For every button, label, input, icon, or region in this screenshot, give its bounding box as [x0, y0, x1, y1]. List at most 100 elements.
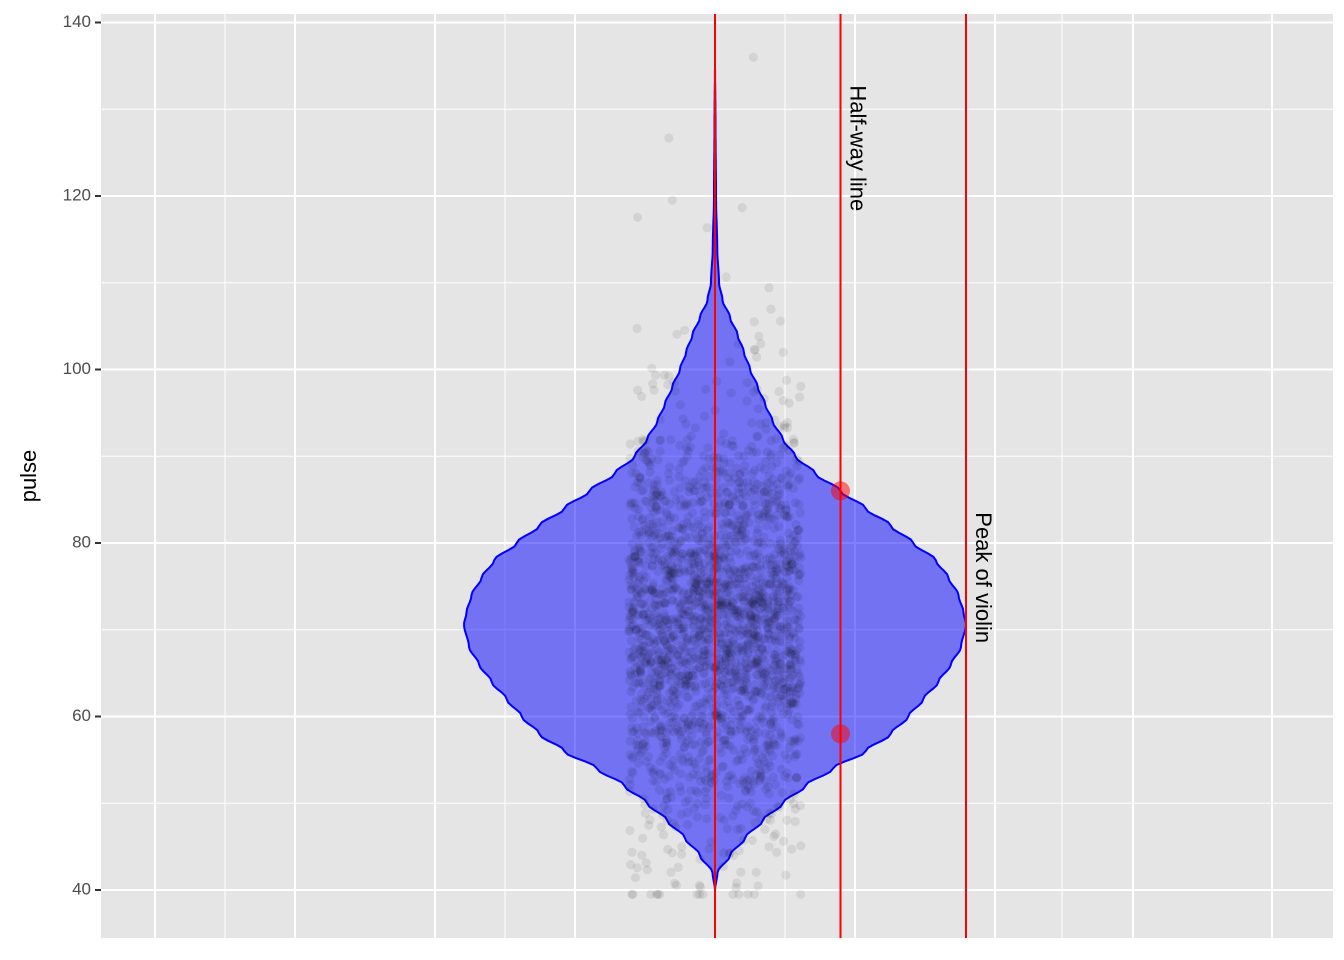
- jitter-point: [738, 686, 748, 696]
- jitter-point: [752, 479, 762, 489]
- jitter-point: [688, 665, 698, 675]
- jitter-point: [749, 317, 759, 327]
- jitter-point: [656, 655, 666, 665]
- jitter-point: [700, 513, 710, 523]
- jitter-point: [713, 611, 724, 621]
- jitter-point: [733, 524, 743, 534]
- jitter-point: [663, 708, 673, 718]
- jitter-point: [734, 846, 744, 856]
- jitter-point: [793, 475, 803, 485]
- jitter-point: [635, 539, 645, 550]
- jitter-point: [733, 530, 744, 540]
- jitter-point: [697, 466, 707, 476]
- jitter-point: [795, 549, 805, 559]
- jitter-point: [698, 712, 708, 722]
- jitter-point: [781, 540, 791, 550]
- jitter-point: [769, 597, 779, 607]
- jitter-point: [653, 650, 663, 660]
- jitter-point: [648, 776, 658, 786]
- jitter-point: [771, 638, 781, 648]
- jitter-point: [790, 734, 801, 744]
- jitter-point: [718, 523, 728, 533]
- jitter-point: [794, 624, 804, 634]
- jitter-point: [698, 745, 709, 756]
- jitter-point: [740, 564, 750, 574]
- jitter-point: [743, 638, 753, 648]
- jitter-point: [719, 848, 729, 858]
- jitter-point: [771, 722, 781, 732]
- jitter-point: [696, 537, 707, 547]
- jitter-point: [756, 565, 766, 575]
- jitter-point: [701, 678, 711, 689]
- jitter-point: [657, 660, 667, 671]
- jitter-point: [634, 576, 645, 586]
- jitter-point: [636, 695, 646, 705]
- jitter-point: [735, 700, 745, 711]
- jitter-point: [785, 582, 795, 592]
- jitter-point: [775, 539, 785, 549]
- jitter-point: [758, 669, 768, 679]
- jitter-point: [696, 496, 706, 506]
- jitter-point: [752, 744, 762, 755]
- jitter-point: [679, 623, 689, 633]
- jitter-point: [634, 556, 644, 567]
- jitter-point: [734, 469, 745, 479]
- jitter-point: [689, 486, 699, 496]
- jitter-point: [723, 587, 733, 597]
- jitter-point: [730, 473, 740, 483]
- jitter-point: [652, 475, 662, 485]
- jitter-point: [792, 533, 803, 543]
- jitter-point: [756, 591, 766, 602]
- jitter-point: [787, 683, 797, 693]
- jitter-point: [757, 644, 767, 654]
- jitter-point: [683, 752, 693, 762]
- jitter-point: [634, 527, 644, 538]
- jitter-point: [638, 745, 649, 755]
- jitter-point: [674, 523, 684, 533]
- jitter-point: [736, 643, 746, 653]
- jitter-point: [640, 448, 650, 458]
- jitter-point: [753, 758, 763, 769]
- jitter-point: [624, 626, 634, 636]
- jitter-point: [758, 593, 768, 603]
- jitter-point: [781, 567, 792, 577]
- jitter-point: [644, 526, 654, 537]
- jitter-point: [783, 709, 793, 720]
- jitter-point: [675, 601, 685, 611]
- jitter-point: [781, 562, 792, 572]
- jitter-point: [739, 588, 749, 598]
- jitter-point: [632, 668, 642, 678]
- jitter-point: [720, 739, 730, 750]
- jitter-point: [689, 571, 699, 581]
- jitter-point: [771, 566, 781, 577]
- jitter-point: [739, 519, 749, 529]
- jitter-point: [744, 445, 754, 455]
- jitter-point: [625, 825, 635, 836]
- jitter-point: [634, 677, 644, 687]
- jitter-point: [728, 684, 738, 694]
- jitter-point: [775, 489, 785, 499]
- jitter-point: [786, 736, 796, 746]
- jitter-point: [696, 564, 706, 574]
- jitter-point: [699, 451, 709, 461]
- jitter-point: [654, 647, 664, 657]
- jitter-point: [690, 486, 700, 496]
- jitter-point: [717, 713, 727, 723]
- jitter-point: [662, 794, 672, 804]
- jitter-point: [763, 644, 773, 654]
- jitter-point: [624, 615, 635, 625]
- jitter-point: [684, 725, 694, 736]
- jitter-point: [677, 624, 687, 634]
- jitter-point: [793, 712, 803, 722]
- jitter-point: [794, 603, 804, 613]
- jitter-point: [737, 799, 747, 809]
- jitter-point: [731, 537, 741, 547]
- jitter-point: [746, 602, 756, 612]
- jitter-point: [643, 456, 653, 467]
- jitter-point: [669, 755, 679, 766]
- jitter-point: [632, 745, 643, 755]
- jitter-point: [651, 595, 661, 605]
- jitter-point: [628, 889, 638, 899]
- jitter-point: [766, 666, 776, 676]
- jitter-point: [719, 429, 729, 439]
